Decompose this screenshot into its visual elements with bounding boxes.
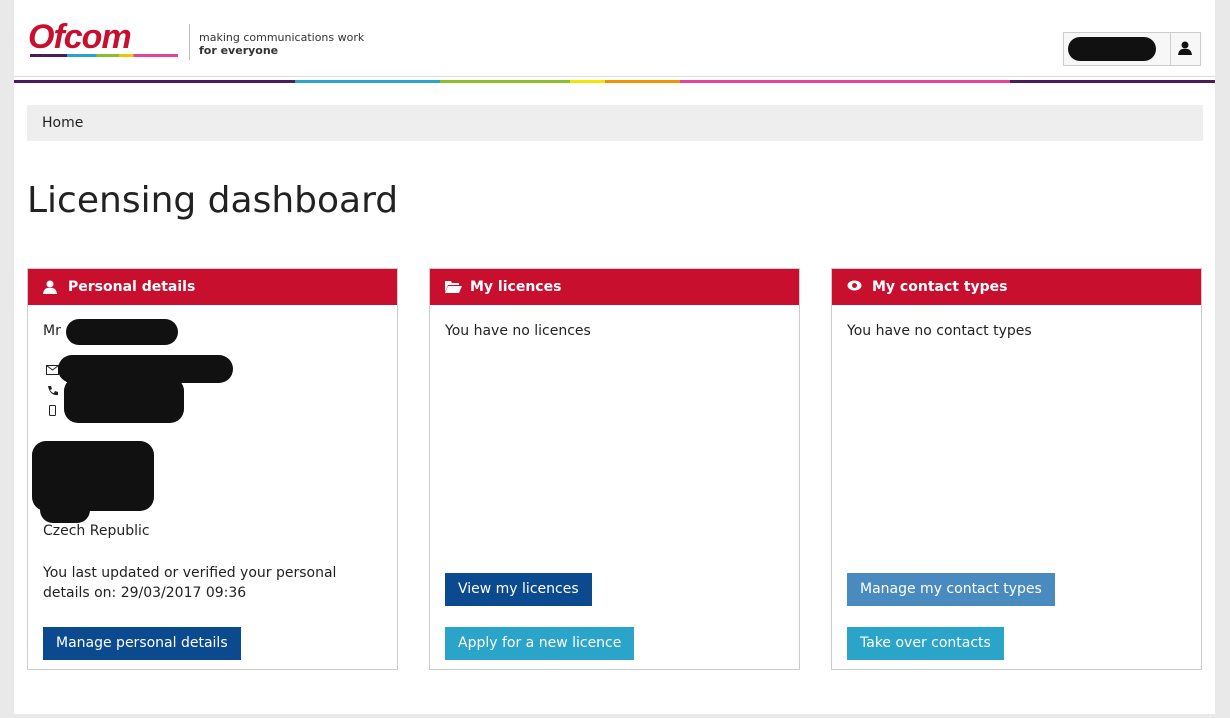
tagline: making communications work bbox=[199, 31, 365, 44]
user-menu[interactable] bbox=[1063, 32, 1201, 66]
redaction bbox=[40, 497, 90, 523]
stripe bbox=[605, 80, 680, 83]
manage-personal-details-button[interactable]: Manage personal details bbox=[43, 627, 241, 660]
stripe bbox=[295, 80, 440, 83]
apply-licence-button[interactable]: Apply for a new licence bbox=[445, 627, 635, 660]
panel-title: Personal details bbox=[68, 279, 196, 295]
breadcrumb: Home bbox=[27, 105, 1203, 141]
logo-divider bbox=[189, 24, 190, 60]
panel-title: My contact types bbox=[872, 279, 1008, 295]
mobile-icon bbox=[49, 405, 56, 416]
panel-header: My contact types bbox=[832, 269, 1201, 305]
panel: Personal details Mr Czech Republic You l… bbox=[27, 268, 398, 670]
redaction bbox=[66, 319, 178, 345]
panel-title: My licences bbox=[470, 279, 562, 295]
divider bbox=[1170, 33, 1171, 65]
name: Mr bbox=[43, 323, 61, 339]
panel: My contact types You have no contact typ… bbox=[831, 268, 1202, 670]
logo: Ofcom bbox=[28, 18, 132, 56]
logo-bar bbox=[30, 54, 178, 57]
redaction bbox=[1068, 37, 1156, 61]
stripe bbox=[440, 80, 570, 83]
page: Ofcom making communications work for eve… bbox=[14, 0, 1215, 714]
stripe bbox=[680, 80, 1010, 83]
icon bbox=[445, 281, 462, 293]
icon bbox=[43, 280, 57, 294]
header-border bbox=[14, 76, 1215, 77]
panel: My licences You have no licences View my… bbox=[429, 268, 800, 670]
icon bbox=[847, 280, 862, 291]
panel-header: Personal details bbox=[28, 269, 397, 305]
tagline: for everyone bbox=[199, 44, 279, 57]
country: Czech Republic bbox=[43, 523, 150, 539]
redaction bbox=[64, 377, 184, 423]
manage-contact-types-button[interactable]: Manage my contact types bbox=[847, 573, 1055, 606]
breadcrumb-home[interactable]: Home bbox=[42, 115, 84, 131]
panel-header: My licences bbox=[430, 269, 799, 305]
view-licences-button[interactable]: View my licences bbox=[445, 573, 592, 606]
stripe bbox=[570, 80, 605, 83]
phone-icon bbox=[48, 386, 58, 396]
user-icon bbox=[1178, 41, 1192, 55]
page-title: Licensing dashboard bbox=[27, 180, 399, 221]
take-over-contacts-button[interactable]: Take over contacts bbox=[847, 627, 1004, 660]
updated-note: You last updated or verified your person… bbox=[43, 565, 337, 601]
stripe bbox=[1010, 80, 1215, 83]
message: You have no contact types bbox=[847, 323, 1032, 339]
stripe bbox=[14, 80, 295, 83]
message: You have no licences bbox=[445, 323, 591, 339]
